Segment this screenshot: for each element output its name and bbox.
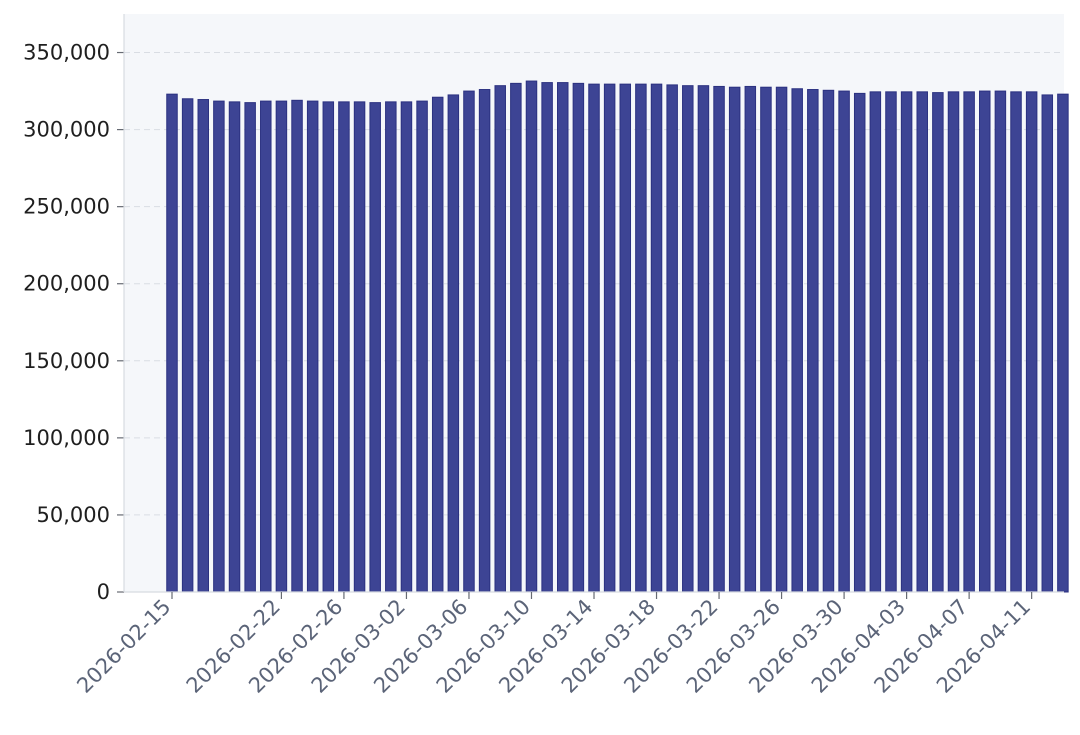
y-tick-labels: 0 50,000 100,000 150,000 200,000 250,000 300,0… [23,41,110,604]
bar-2026-03-07 [478,89,491,593]
bar-2026-03-12 [557,82,569,593]
bar-2026-03-28 [807,89,819,593]
y-tick-label: 250,000 [23,195,110,219]
bar-2026-04-12 [1041,94,1054,593]
bar-2026-02-16 [181,98,194,593]
bar-2026-02-20 [244,102,256,593]
bars [166,80,1069,593]
y-tick-label: 350,000 [23,41,110,65]
bar-2026-04-08 [979,90,991,593]
bar-2026-03-10 [525,80,538,593]
bar-2026-02-19 [228,101,241,593]
bar-2026-04-10 [1010,91,1022,593]
bar-2026-04-13 [1057,93,1069,593]
bar-2026-03-06 [463,90,475,593]
bar-2026-02-25 [322,101,335,593]
bar-2026-03-30 [838,90,850,593]
bar-2026-03-02 [400,101,413,593]
bar-2026-03-22 [713,85,725,593]
bar-2026-02-23 [291,99,303,593]
bar-2026-03-11 [541,82,553,593]
bar-2026-04-11 [1025,91,1038,593]
y-tick-label: 100,000 [23,426,110,450]
bar-2026-04-07 [963,91,975,593]
bar-2026-02-21 [260,100,272,593]
bar-2026-04-05 [932,92,944,593]
y-tick-label: 0 [97,580,110,604]
y-tick-label: 300,000 [23,118,110,142]
bar-2026-03-13 [572,82,585,593]
bar-2026-03-03 [416,100,428,593]
bar-2026-03-29 [822,89,835,593]
bar-2026-02-17 [197,99,210,593]
bar-2026-04-01 [869,91,882,593]
bar-2026-03-25 [760,86,772,593]
bar-2026-04-04 [916,91,928,593]
bar-2026-02-27 [353,101,366,593]
bar-2026-03-17 [635,83,647,593]
bar-2026-02-28 [369,102,381,593]
bar-2026-03-31 [853,92,866,593]
bar-2026-03-09 [510,82,522,593]
bar-2026-04-09 [994,90,1007,593]
x-tick-label: 2026-02-15 [72,595,175,698]
axes [117,14,1064,599]
y-tick-label: 50,000 [37,503,110,527]
y-tick-label: 150,000 [23,349,110,373]
bar-2026-02-26 [338,101,350,593]
bar-2026-02-18 [213,100,225,593]
bar-2026-03-08 [494,85,506,593]
bar-2026-03-16 [619,83,632,593]
x-tick-labels: 2026-02-15 2026-02-222026-02-262026-03-02… [72,595,1035,698]
bar-2026-03-18 [650,83,663,593]
bar-2026-03-23 [728,86,741,593]
bar-2026-02-22 [275,100,288,593]
bar-2026-02-15 [166,93,178,593]
bar-2026-02-24 [306,100,319,593]
bar-2026-03-15 [603,83,616,593]
bar-2026-03-26 [775,86,788,593]
bar-2026-03-20 [682,85,694,593]
bar-2026-03-01 [385,101,397,593]
bar-2026-03-14 [588,83,600,593]
bar-2026-03-19 [666,84,678,593]
bar-2026-03-04 [431,96,444,593]
bar-2026-03-24 [744,85,757,593]
bar-2026-04-06 [947,91,960,593]
bar-2026-04-02 [885,91,897,593]
bar-2026-03-27 [791,88,803,593]
bar-2026-04-03 [900,91,913,593]
y-tick-label: 200,000 [23,272,110,296]
bar-2026-03-21 [697,85,710,593]
bar-2026-03-05 [447,94,460,593]
